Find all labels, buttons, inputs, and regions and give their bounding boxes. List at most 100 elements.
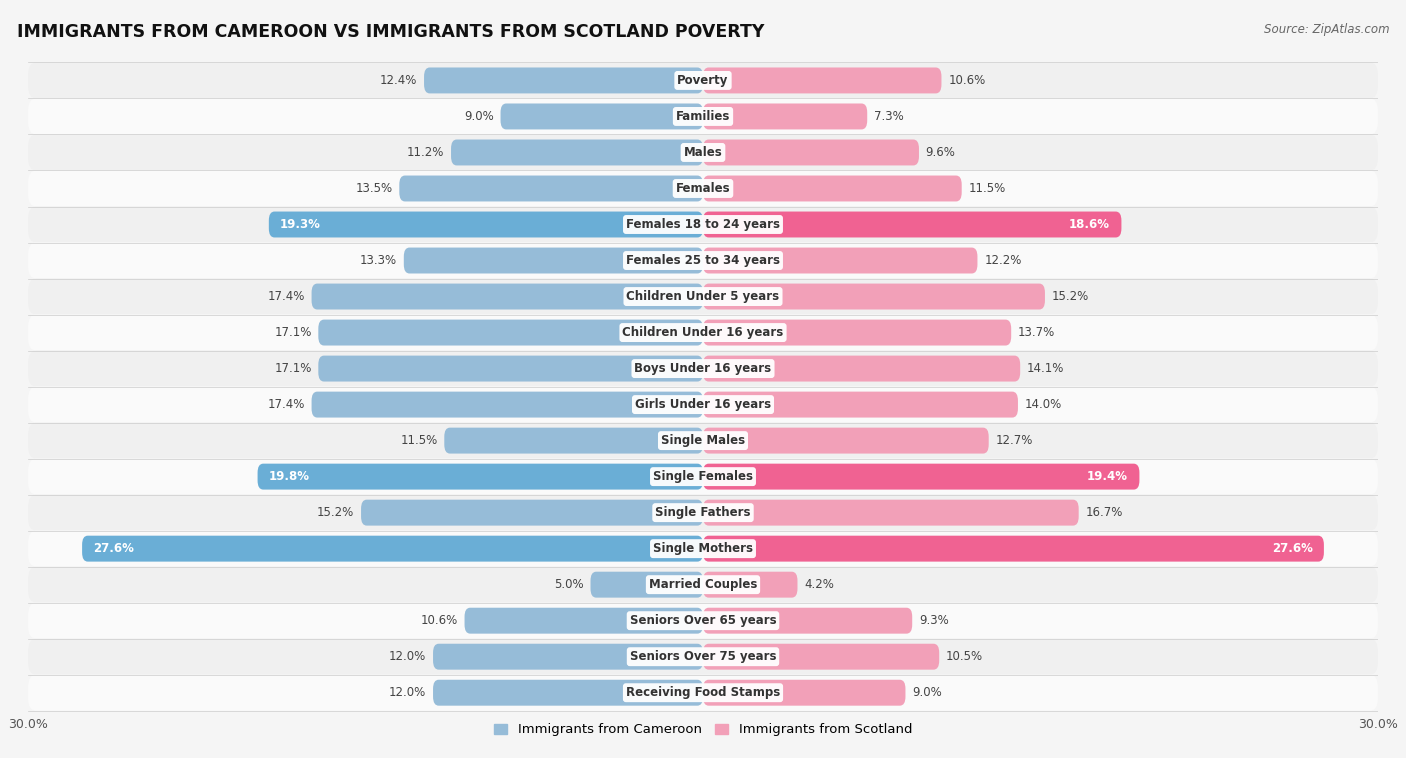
Text: Children Under 5 years: Children Under 5 years	[627, 290, 779, 303]
FancyBboxPatch shape	[703, 139, 920, 165]
FancyBboxPatch shape	[28, 315, 1378, 350]
FancyBboxPatch shape	[703, 500, 1078, 525]
Text: Single Mothers: Single Mothers	[652, 542, 754, 555]
FancyBboxPatch shape	[703, 428, 988, 453]
FancyBboxPatch shape	[703, 104, 868, 130]
FancyBboxPatch shape	[433, 680, 703, 706]
Text: 17.1%: 17.1%	[274, 362, 312, 375]
Text: Poverty: Poverty	[678, 74, 728, 87]
Text: 14.1%: 14.1%	[1026, 362, 1064, 375]
Text: 7.3%: 7.3%	[875, 110, 904, 123]
Legend: Immigrants from Cameroon, Immigrants from Scotland: Immigrants from Cameroon, Immigrants fro…	[489, 719, 917, 742]
FancyBboxPatch shape	[703, 644, 939, 669]
Text: Females: Females	[676, 182, 730, 195]
Text: 10.5%: 10.5%	[946, 650, 983, 663]
Text: Receiving Food Stamps: Receiving Food Stamps	[626, 686, 780, 699]
Text: 15.2%: 15.2%	[318, 506, 354, 519]
Text: 27.6%: 27.6%	[93, 542, 134, 555]
FancyBboxPatch shape	[257, 464, 703, 490]
FancyBboxPatch shape	[28, 459, 1378, 495]
FancyBboxPatch shape	[703, 176, 962, 202]
FancyBboxPatch shape	[703, 320, 1011, 346]
FancyBboxPatch shape	[703, 392, 1018, 418]
Text: 12.0%: 12.0%	[389, 650, 426, 663]
Text: 5.0%: 5.0%	[554, 578, 583, 591]
FancyBboxPatch shape	[703, 572, 797, 597]
Text: 11.5%: 11.5%	[969, 182, 1005, 195]
FancyBboxPatch shape	[451, 139, 703, 165]
Text: 11.2%: 11.2%	[406, 146, 444, 159]
Text: 12.4%: 12.4%	[380, 74, 418, 87]
Text: 4.2%: 4.2%	[804, 578, 834, 591]
Text: 17.4%: 17.4%	[267, 398, 305, 411]
Text: 17.4%: 17.4%	[267, 290, 305, 303]
Text: Males: Males	[683, 146, 723, 159]
Text: 14.0%: 14.0%	[1025, 398, 1062, 411]
FancyBboxPatch shape	[703, 356, 1021, 381]
Text: 17.1%: 17.1%	[274, 326, 312, 339]
Text: Children Under 16 years: Children Under 16 years	[623, 326, 783, 339]
FancyBboxPatch shape	[28, 206, 1378, 243]
Text: 13.5%: 13.5%	[356, 182, 392, 195]
FancyBboxPatch shape	[444, 428, 703, 453]
FancyBboxPatch shape	[28, 99, 1378, 134]
FancyBboxPatch shape	[703, 680, 905, 706]
Text: 19.4%: 19.4%	[1087, 470, 1128, 483]
FancyBboxPatch shape	[312, 283, 703, 309]
Text: Source: ZipAtlas.com: Source: ZipAtlas.com	[1264, 23, 1389, 36]
Text: Married Couples: Married Couples	[648, 578, 758, 591]
FancyBboxPatch shape	[318, 356, 703, 381]
FancyBboxPatch shape	[501, 104, 703, 130]
FancyBboxPatch shape	[591, 572, 703, 597]
Text: 27.6%: 27.6%	[1272, 542, 1313, 555]
FancyBboxPatch shape	[404, 248, 703, 274]
Text: 12.0%: 12.0%	[389, 686, 426, 699]
FancyBboxPatch shape	[433, 644, 703, 669]
FancyBboxPatch shape	[703, 464, 1139, 490]
FancyBboxPatch shape	[28, 639, 1378, 675]
FancyBboxPatch shape	[361, 500, 703, 525]
Text: Boys Under 16 years: Boys Under 16 years	[634, 362, 772, 375]
FancyBboxPatch shape	[318, 320, 703, 346]
Text: 9.6%: 9.6%	[925, 146, 956, 159]
FancyBboxPatch shape	[28, 243, 1378, 278]
FancyBboxPatch shape	[703, 211, 1122, 237]
Text: 16.7%: 16.7%	[1085, 506, 1123, 519]
Text: 10.6%: 10.6%	[420, 614, 458, 627]
FancyBboxPatch shape	[28, 675, 1378, 711]
FancyBboxPatch shape	[703, 536, 1324, 562]
FancyBboxPatch shape	[312, 392, 703, 418]
Text: 19.8%: 19.8%	[269, 470, 309, 483]
Text: 13.7%: 13.7%	[1018, 326, 1054, 339]
FancyBboxPatch shape	[28, 278, 1378, 315]
Text: Seniors Over 65 years: Seniors Over 65 years	[630, 614, 776, 627]
FancyBboxPatch shape	[269, 211, 703, 237]
FancyBboxPatch shape	[399, 176, 703, 202]
Text: 19.3%: 19.3%	[280, 218, 321, 231]
Text: 9.0%: 9.0%	[912, 686, 942, 699]
FancyBboxPatch shape	[28, 423, 1378, 459]
FancyBboxPatch shape	[703, 248, 977, 274]
Text: 11.5%: 11.5%	[401, 434, 437, 447]
FancyBboxPatch shape	[82, 536, 703, 562]
FancyBboxPatch shape	[425, 67, 703, 93]
FancyBboxPatch shape	[28, 531, 1378, 567]
FancyBboxPatch shape	[28, 134, 1378, 171]
Text: Females 25 to 34 years: Females 25 to 34 years	[626, 254, 780, 267]
Text: Seniors Over 75 years: Seniors Over 75 years	[630, 650, 776, 663]
Text: 12.7%: 12.7%	[995, 434, 1033, 447]
FancyBboxPatch shape	[464, 608, 703, 634]
Text: 10.6%: 10.6%	[948, 74, 986, 87]
FancyBboxPatch shape	[28, 567, 1378, 603]
FancyBboxPatch shape	[28, 495, 1378, 531]
FancyBboxPatch shape	[28, 171, 1378, 206]
Text: Single Females: Single Females	[652, 470, 754, 483]
FancyBboxPatch shape	[28, 387, 1378, 423]
Text: Single Fathers: Single Fathers	[655, 506, 751, 519]
Text: 13.3%: 13.3%	[360, 254, 396, 267]
FancyBboxPatch shape	[703, 608, 912, 634]
Text: Girls Under 16 years: Girls Under 16 years	[636, 398, 770, 411]
FancyBboxPatch shape	[703, 283, 1045, 309]
Text: 9.0%: 9.0%	[464, 110, 494, 123]
Text: 18.6%: 18.6%	[1069, 218, 1111, 231]
